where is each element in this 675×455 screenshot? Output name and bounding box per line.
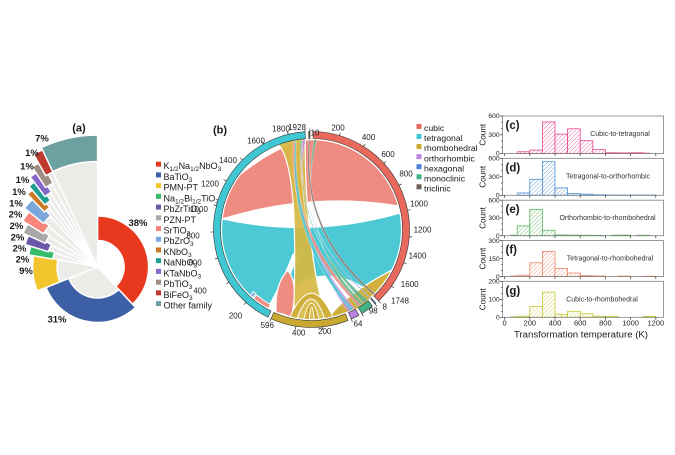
svg-text:300: 300 (488, 132, 500, 139)
svg-text:2%: 2% (11, 233, 25, 244)
svg-text:1928: 1928 (288, 123, 306, 132)
svg-text:Tetragonal-to-orthorhombic: Tetragonal-to-orthorhombic (566, 173, 651, 180)
svg-text:1%: 1% (25, 148, 39, 159)
svg-text:(b): (b) (213, 125, 227, 137)
svg-text:600: 600 (488, 197, 500, 204)
svg-text:monoclinic: monoclinic (424, 173, 466, 183)
svg-text:0: 0 (503, 319, 507, 328)
svg-text:1000: 1000 (190, 205, 208, 214)
svg-text:Cubic-to-tetragonal: Cubic-to-tetragonal (590, 131, 650, 138)
svg-text:2%: 2% (10, 221, 24, 232)
svg-text:1000: 1000 (410, 200, 428, 209)
svg-text:Other family: Other family (164, 301, 213, 311)
svg-text:Count: Count (479, 123, 488, 146)
svg-text:Count: Count (479, 288, 488, 311)
svg-text:100: 100 (488, 297, 500, 304)
svg-text:2%: 2% (13, 244, 27, 255)
svg-text:600: 600 (488, 156, 500, 163)
svg-text:Count: Count (479, 206, 488, 229)
svg-text:tetragonal: tetragonal (424, 133, 463, 143)
svg-text:2%: 2% (9, 210, 23, 221)
svg-text:Count: Count (479, 165, 488, 188)
svg-text:600: 600 (381, 150, 395, 159)
svg-text:(c): (c) (506, 120, 520, 132)
svg-text:64: 64 (354, 319, 363, 328)
svg-text:1600: 1600 (247, 137, 265, 146)
svg-text:1000: 1000 (622, 319, 639, 328)
svg-text:(d): (d) (506, 162, 521, 174)
svg-text:300: 300 (488, 215, 500, 222)
svg-text:200: 200 (331, 124, 345, 133)
svg-text:800: 800 (399, 169, 413, 178)
svg-text:600: 600 (188, 259, 202, 268)
svg-text:9%: 9% (19, 266, 33, 277)
svg-text:200: 200 (524, 319, 537, 328)
svg-text:400: 400 (362, 133, 376, 142)
svg-text:PZN-PT: PZN-PT (164, 215, 197, 225)
svg-text:triclinic: triclinic (424, 184, 451, 194)
svg-text:Cubic-to-rhombohedral: Cubic-to-rhombohedral (566, 296, 638, 303)
svg-text:2%: 2% (16, 255, 30, 266)
svg-text:400: 400 (549, 319, 562, 328)
svg-text:1400: 1400 (219, 156, 237, 165)
svg-text:8: 8 (382, 302, 387, 311)
svg-text:7%: 7% (35, 134, 49, 145)
svg-text:rhombohedral: rhombohedral (424, 143, 478, 153)
svg-text:1%: 1% (9, 199, 23, 210)
svg-text:200: 200 (229, 312, 243, 321)
svg-text:1%: 1% (16, 175, 30, 186)
svg-text:0: 0 (496, 315, 500, 322)
svg-text:1200: 1200 (201, 180, 219, 189)
svg-text:orthorhombic: orthorhombic (424, 153, 475, 163)
svg-text:1600: 1600 (401, 280, 419, 289)
svg-text:1%: 1% (12, 187, 26, 198)
svg-text:Transformation temperature (K): Transformation temperature (K) (514, 330, 648, 341)
svg-text:(e): (e) (506, 204, 520, 216)
svg-text:(f): (f) (506, 245, 518, 257)
svg-text:600: 600 (488, 113, 500, 120)
svg-text:800: 800 (599, 319, 612, 328)
svg-text:Tetragonal-to-rhombohedral: Tetragonal-to-rhombohedral (567, 256, 654, 263)
svg-text:hexagonal: hexagonal (424, 163, 464, 173)
svg-text:Count: Count (479, 247, 488, 270)
svg-text:200: 200 (318, 327, 332, 336)
svg-text:400: 400 (193, 287, 207, 296)
svg-text:1200: 1200 (647, 319, 664, 328)
svg-text:150: 150 (488, 256, 500, 263)
svg-text:800: 800 (186, 232, 200, 241)
svg-text:300: 300 (488, 174, 500, 181)
svg-text:1200: 1200 (414, 226, 432, 235)
svg-text:31%: 31% (47, 315, 67, 326)
svg-text:98: 98 (369, 306, 378, 315)
svg-text:400: 400 (292, 328, 306, 337)
svg-text:10: 10 (311, 128, 320, 137)
svg-text:596: 596 (261, 321, 275, 330)
svg-text:1%: 1% (20, 162, 34, 173)
svg-text:Orthorhombic-to-rhombohedral: Orthorhombic-to-rhombohedral (559, 215, 656, 222)
svg-text:1400: 1400 (409, 252, 427, 261)
svg-text:PMN-PT: PMN-PT (164, 183, 199, 193)
svg-text:(g): (g) (506, 285, 521, 297)
svg-text:cubic: cubic (424, 123, 445, 133)
svg-text:600: 600 (574, 319, 587, 328)
svg-text:38%: 38% (128, 218, 148, 229)
svg-text:(a): (a) (72, 123, 86, 135)
svg-text:1748: 1748 (391, 297, 409, 306)
svg-text:300: 300 (488, 238, 500, 245)
svg-text:200: 200 (488, 279, 500, 286)
